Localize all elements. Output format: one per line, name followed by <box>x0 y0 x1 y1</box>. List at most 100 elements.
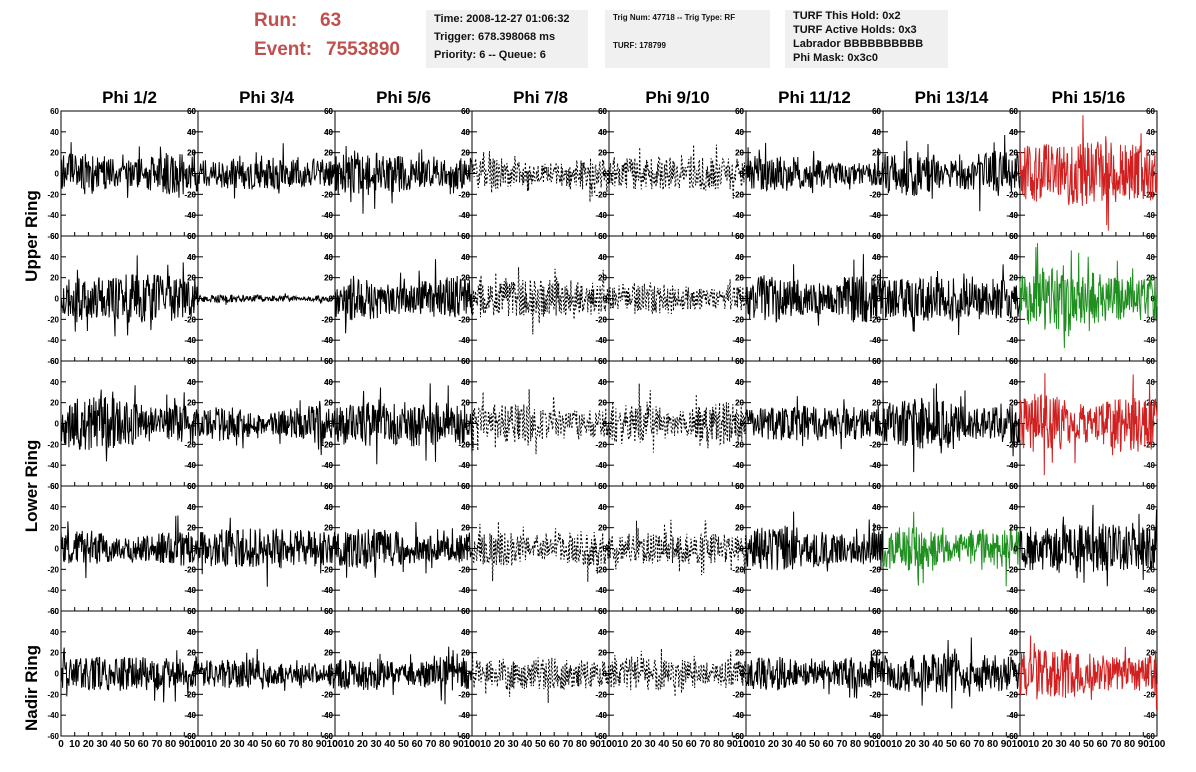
y-tick-label: -40 <box>1006 586 1018 595</box>
y-tick-label: -40 <box>184 711 196 720</box>
y-tick-label: -60 <box>732 732 744 741</box>
y-tick-label: 40 <box>187 253 196 262</box>
x-tick-label: 30 <box>97 739 109 750</box>
y-tick-label: 60 <box>324 482 333 491</box>
y-tick-label: 60 <box>324 232 333 241</box>
y-tick-label: -40 <box>184 711 196 720</box>
y-tick-label: 0 <box>877 170 882 179</box>
y-tick-label: 40 <box>50 128 59 137</box>
y-tick-label: 60 <box>735 607 744 616</box>
y-tick-label: 40 <box>1009 628 1018 637</box>
x-tick-label: 0 <box>195 739 201 750</box>
y-tick-label: 0 <box>55 420 60 429</box>
y-tick-label: 40 <box>1009 378 1018 387</box>
y-tick-label: 40 <box>1009 503 1018 512</box>
y-tick-label: -40 <box>595 211 607 220</box>
y-tick-label: 0 <box>466 420 471 429</box>
x-tick-label: 90 <box>1001 739 1013 750</box>
y-tick-label: -20 <box>321 315 333 324</box>
x-tick-label: 10 <box>480 739 492 750</box>
y-tick-label: 0 <box>603 670 608 679</box>
y-tick-label: 0 <box>603 420 608 429</box>
y-tick-label: -20 <box>184 315 196 324</box>
y-tick-label: 40 <box>1146 378 1155 387</box>
y-tick-label: -40 <box>595 586 607 595</box>
waveform-trace <box>745 650 884 699</box>
x-tick-label: 40 <box>795 739 807 750</box>
waveform-trace <box>745 511 884 572</box>
y-tick-label: 0 <box>192 545 197 554</box>
column-title-phi-1-2: Phi 1/2 <box>102 88 157 107</box>
column-title-phi-15-16: Phi 15/16 <box>1051 88 1126 107</box>
y-tick-label: 40 <box>872 253 881 262</box>
waveform-trace <box>1019 635 1158 710</box>
y-tick-label: 40 <box>598 378 607 387</box>
y-tick-label: 20 <box>1009 149 1018 158</box>
y-tick-label: 0 <box>192 545 197 554</box>
y-tick-label: 40 <box>187 378 196 387</box>
run-label: Run: <box>254 10 298 31</box>
y-tick-label: 60 <box>324 607 333 616</box>
y-tick-label: -20 <box>47 190 59 199</box>
y-tick-label: -20 <box>869 565 881 574</box>
y-tick-label: 0 <box>740 170 745 179</box>
y-tick-label: -20 <box>732 190 744 199</box>
y-tick-label: 20 <box>50 274 59 283</box>
y-tick-label: 40 <box>324 128 333 137</box>
y-tick-label: -40 <box>321 586 333 595</box>
column-title-phi-3-4: Phi 3/4 <box>239 88 294 107</box>
y-tick-label: 60 <box>187 607 196 616</box>
y-tick-label: 40 <box>872 503 881 512</box>
y-tick-label: 60 <box>735 482 744 491</box>
y-tick-label: -40 <box>184 586 196 595</box>
column-title-phi-7-8: Phi 7/8 <box>513 88 568 107</box>
y-tick-label: 40 <box>461 503 470 512</box>
x-tick-label: 80 <box>165 739 177 750</box>
y-tick-label: 20 <box>461 649 470 658</box>
y-tick-label: 20 <box>187 649 196 658</box>
y-tick-label: -40 <box>321 336 333 345</box>
waveform-trace <box>608 383 747 453</box>
x-tick-label: 90 <box>727 739 739 750</box>
waveform-trace <box>471 389 610 455</box>
y-tick-label: 40 <box>1146 128 1155 137</box>
y-tick-label: -20 <box>184 190 196 199</box>
y-tick-label: 60 <box>1009 607 1018 616</box>
y-tick-label: 40 <box>187 503 196 512</box>
y-tick-label: -20 <box>47 315 59 324</box>
x-tick-label: 10 <box>343 739 355 750</box>
waveform-trace <box>197 293 336 305</box>
y-tick-label: 60 <box>1146 232 1155 241</box>
x-tick-label: 20 <box>357 739 369 750</box>
y-tick-label: -40 <box>458 336 470 345</box>
y-tick-label: -40 <box>321 211 333 220</box>
y-tick-label: 20 <box>872 149 881 158</box>
y-tick-label: 20 <box>187 149 196 158</box>
y-tick-label: -20 <box>47 565 59 574</box>
y-tick-label: -40 <box>458 461 470 470</box>
y-tick-label: -20 <box>184 690 196 699</box>
x-tick-label: 70 <box>288 739 300 750</box>
y-tick-label: 40 <box>461 503 470 512</box>
y-tick-label: -20 <box>458 690 470 699</box>
y-tick-label: 40 <box>187 128 196 137</box>
y-tick-label: 20 <box>324 149 333 158</box>
y-tick-label: -20 <box>47 690 59 699</box>
x-tick-label: 80 <box>439 739 451 750</box>
y-tick-label: -40 <box>184 211 196 220</box>
y-tick-label: 60 <box>1009 232 1018 241</box>
x-tick-label: 100 <box>601 739 618 750</box>
y-tick-label: 40 <box>598 503 607 512</box>
